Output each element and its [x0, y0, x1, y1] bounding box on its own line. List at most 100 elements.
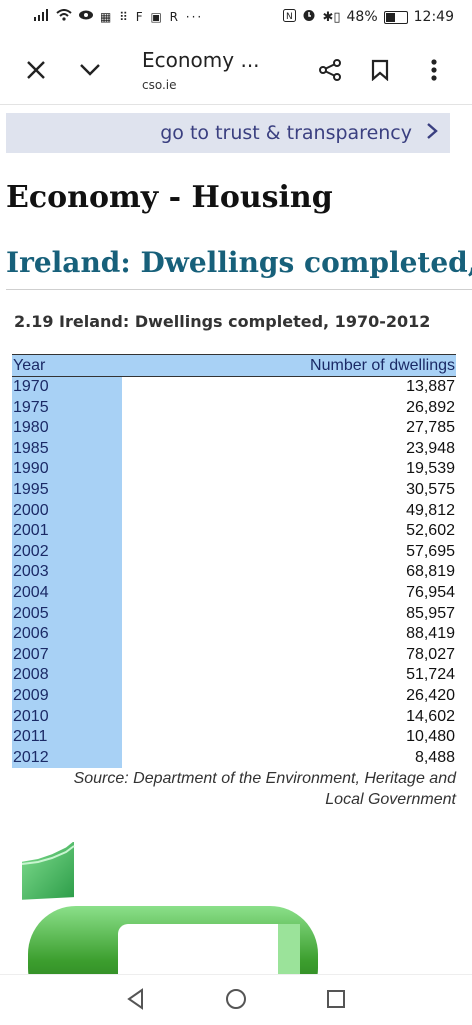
table-row: 1985 23,948 — [12, 438, 456, 460]
dwellings-cell: 23,948 — [406, 439, 455, 457]
year-cell: 1990 — [12, 459, 122, 480]
table-row: 1970 13,887 — [12, 377, 456, 398]
clock: 12:49 — [413, 9, 454, 25]
app-icons: ▦ ⠿ F ▣ R ··· — [100, 9, 204, 24]
dwellings-cell: 52,602 — [406, 522, 455, 540]
page-title-block[interactable]: Economy ... cso.ie — [142, 48, 260, 92]
status-icons: ▦ ⠿ F ▣ R ··· — [34, 9, 203, 24]
year-cell: 2005 — [12, 603, 122, 625]
table-caption: 2.19 Ireland: Dwellings completed, 1970-… — [14, 312, 431, 331]
page-heading: Economy - Housing — [6, 180, 333, 215]
table-row: 2004 76,954 — [12, 582, 456, 604]
year-cell: 2003 — [12, 562, 122, 583]
signal-icon — [34, 9, 50, 24]
year-cell: 1980 — [12, 418, 122, 439]
source-line: Local Government — [325, 791, 456, 808]
table-row: 2011 10,480 — [12, 727, 456, 748]
dwellings-cell: 10,480 — [406, 728, 455, 746]
table-row: 2009 26,420 — [12, 685, 456, 707]
year-cell: 1970 — [12, 377, 122, 398]
table-row: 2001 52,602 — [12, 521, 456, 542]
table-row: 1995 30,575 — [12, 479, 456, 501]
status-right: N ✱▯ 48% 12:49 — [283, 8, 454, 26]
table-row: 1980 27,785 — [12, 418, 456, 439]
year-cell: 2007 — [12, 644, 122, 666]
year-cell: 2011 — [12, 727, 122, 748]
table-row: 2005 85,957 — [12, 603, 456, 625]
header-dwellings: Number of dwellings — [310, 356, 455, 374]
wifi-icon — [56, 9, 72, 24]
alarm-icon — [302, 8, 316, 26]
status-bar: ▦ ⠿ F ▣ R ··· N ✱▯ 48% 12:49 — [0, 0, 472, 36]
source-line: Source: Department of the Environment, H… — [73, 770, 456, 787]
bookmark-icon[interactable] — [364, 54, 396, 86]
table-row: 1990 19,539 — [12, 459, 456, 480]
year-cell: 2000 — [12, 500, 122, 522]
chevron-right-icon — [426, 121, 438, 146]
year-cell: 1985 — [12, 438, 122, 460]
svg-text:N: N — [286, 12, 293, 22]
year-cell: 1995 — [12, 479, 122, 501]
browser-toolbar: Economy ... cso.ie — [0, 36, 472, 105]
dwellings-cell: 49,812 — [406, 501, 455, 519]
year-cell: 2010 — [12, 706, 122, 728]
close-icon[interactable] — [20, 54, 52, 86]
dwellings-cell: 26,892 — [406, 398, 455, 416]
dwellings-cell: 88,419 — [406, 625, 455, 643]
back-icon[interactable] — [124, 987, 148, 1011]
more-options-icon[interactable] — [418, 54, 450, 86]
dwellings-cell: 68,819 — [406, 563, 455, 581]
table-row: 2007 78,027 — [12, 644, 456, 666]
dwellings-cell: 27,785 — [406, 419, 455, 437]
year-cell: 1975 — [12, 397, 122, 419]
year-cell: 2012 — [12, 747, 122, 769]
dwellings-cell: 51,724 — [406, 666, 455, 684]
year-cell: 2009 — [12, 685, 122, 707]
dwellings-cell: 8,488 — [414, 748, 455, 766]
url-label: cso.ie — [142, 78, 177, 92]
table-row: 2008 51,724 — [12, 665, 456, 686]
home-icon[interactable] — [224, 987, 248, 1011]
trust-transparency-link[interactable]: go to trust & transparency — [6, 113, 450, 153]
category-icon[interactable] — [28, 906, 318, 976]
table-row: 2010 14,602 — [12, 706, 456, 728]
eye-icon — [78, 9, 94, 24]
tab-title: Economy ... — [142, 48, 260, 72]
year-cell: 2002 — [12, 541, 122, 563]
table-body: 1970 13,887 1975 26,892 1980 27,785 1985 23,948… — [12, 377, 456, 769]
chevron-down-icon[interactable] — [74, 54, 106, 86]
dwellings-cell: 76,954 — [406, 583, 455, 601]
table-header: Year Number of dwellings — [12, 354, 456, 377]
source-note: Source: Department of the Environment, H… — [24, 768, 456, 810]
divider — [6, 289, 472, 290]
table-row: 1975 26,892 — [12, 397, 456, 419]
dwellings-cell: 85,957 — [406, 604, 455, 622]
chart-icon[interactable] — [18, 841, 78, 900]
system-nav-bar — [0, 974, 472, 1025]
dwellings-cell: 78,027 — [406, 645, 455, 663]
battery-percent: 48% — [346, 9, 378, 25]
bluetooth-vibrate-icon: ✱▯ — [322, 9, 341, 25]
dwellings-cell: 26,420 — [406, 686, 455, 704]
year-cell: 2008 — [12, 665, 122, 686]
dwellings-table: Year Number of dwellings 1970 13,887 1975 2… — [12, 354, 456, 769]
nfc-icon: N — [283, 8, 297, 26]
recents-icon[interactable] — [324, 987, 348, 1011]
year-cell: 2004 — [12, 582, 122, 604]
dwellings-cell: 19,539 — [406, 460, 455, 478]
dwellings-cell: 14,602 — [406, 707, 455, 725]
table-row: 2012 8,488 — [12, 747, 456, 769]
dwellings-cell: 57,695 — [406, 542, 455, 560]
dwellings-cell: 13,887 — [406, 378, 455, 395]
table-row: 2000 49,812 — [12, 500, 456, 522]
table-row: 2006 88,419 — [12, 624, 456, 645]
table-row: 2002 57,695 — [12, 541, 456, 563]
table-row: 2003 68,819 — [12, 562, 456, 583]
trust-link-label: go to trust & transparency — [160, 122, 412, 144]
year-cell: 2001 — [12, 521, 122, 542]
battery-icon — [383, 10, 408, 24]
year-cell: 2006 — [12, 624, 122, 645]
header-year: Year — [13, 356, 46, 374]
share-icon[interactable] — [314, 54, 346, 86]
page-subheading: Ireland: Dwellings completed, 19 — [6, 246, 472, 279]
